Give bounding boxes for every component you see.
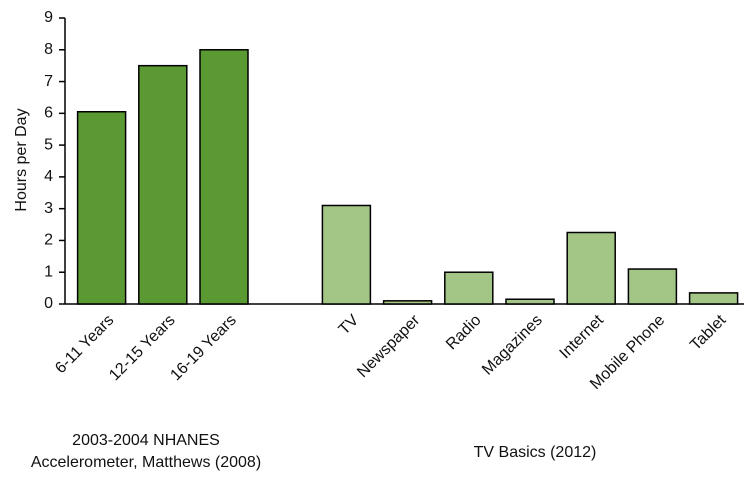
y-tick-label: 6: [44, 105, 53, 122]
y-tick-label: 4: [44, 168, 53, 185]
bar: [321, 204, 372, 305]
bar: [688, 292, 739, 305]
bar: [444, 271, 494, 305]
x-tick-label: 6-11 Years: [52, 312, 117, 377]
x-tick-label: Newspaper: [354, 311, 424, 381]
bar: [627, 268, 678, 305]
x-tick-label: 16-19 Years: [167, 312, 239, 384]
bar: [382, 300, 433, 305]
group-label: TV Basics (2012): [474, 444, 597, 461]
x-tick-label: TV: [336, 312, 363, 339]
y-tick-label: 7: [44, 73, 53, 90]
bar: [505, 298, 555, 305]
y-axis-label: Hours per Day: [13, 108, 30, 211]
x-tick-label: Tablet: [687, 311, 730, 354]
bar: [199, 49, 249, 305]
y-tick-label: 9: [44, 9, 53, 26]
x-tick-label: Magazines: [479, 312, 546, 379]
x-tick-label: Internet: [557, 311, 608, 362]
bar: [566, 231, 616, 305]
y-tick-label: 0: [44, 295, 53, 312]
y-tick-label: 3: [44, 200, 53, 217]
bar: [76, 110, 127, 305]
group-label: 2003-2004 NHANES: [72, 432, 220, 449]
y-tick-label: 8: [44, 41, 53, 58]
y-tick-label: 5: [44, 136, 53, 153]
group-label: Accelerometer, Matthews (2008): [31, 454, 261, 471]
y-tick-label: 1: [44, 263, 53, 280]
x-tick-label: Radio: [443, 312, 485, 354]
y-tick-label: 2: [44, 232, 53, 249]
bar: [138, 64, 188, 305]
